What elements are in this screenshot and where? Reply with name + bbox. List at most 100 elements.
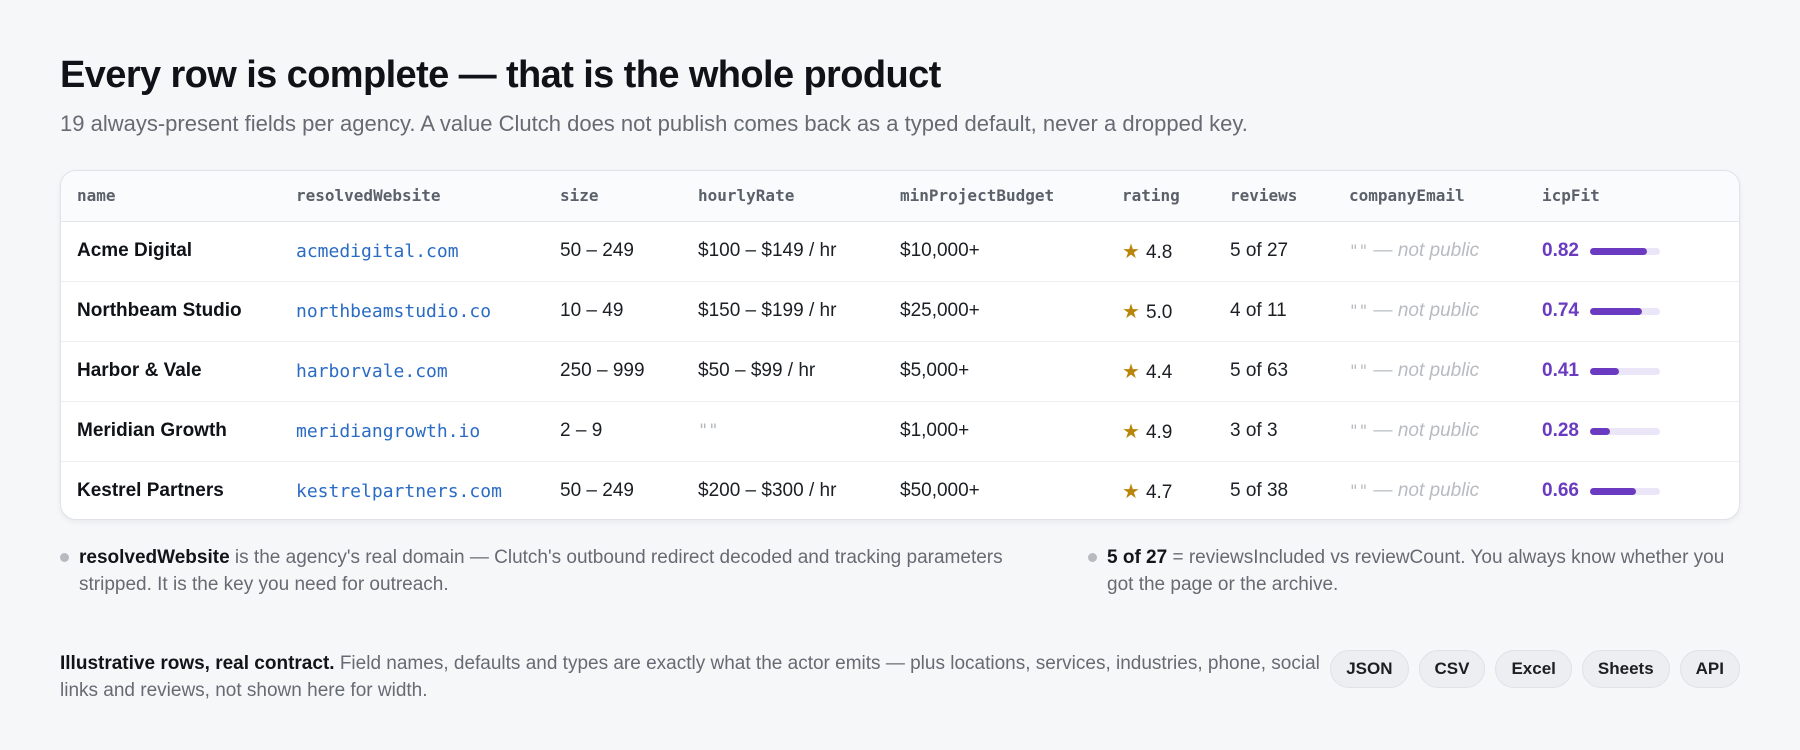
- empty-string-value: "": [1349, 301, 1369, 320]
- not-public-note: — not public: [1373, 360, 1480, 381]
- agency-table: name resolvedWebsite size hourlyRate min…: [61, 171, 1739, 519]
- format-chip-sheets[interactable]: Sheets: [1581, 650, 1670, 688]
- website-link[interactable]: harborvale.com: [280, 340, 544, 401]
- rating-cell: ★ 4.9: [1106, 400, 1214, 461]
- hourly-rate-cell: "": [682, 400, 884, 461]
- icp-fit-bar-fill: [1590, 367, 1619, 375]
- format-chip-csv[interactable]: CSV: [1418, 650, 1486, 688]
- icp-fit-bar-fill: [1590, 487, 1637, 495]
- company-email-cell: "" — not public: [1333, 460, 1526, 519]
- icp-fit-cell: 0.41: [1526, 340, 1739, 401]
- format-chip-api[interactable]: API: [1679, 650, 1740, 688]
- agency-name: Kestrel Partners: [61, 460, 280, 519]
- icp-fit-bar-fill: [1590, 427, 1610, 435]
- column-header-rating[interactable]: rating: [1106, 171, 1214, 222]
- note-term: 5 of 27: [1107, 547, 1168, 568]
- icp-fit-cell: 0.28: [1526, 400, 1739, 461]
- column-header-size[interactable]: size: [544, 171, 682, 222]
- rating-cell: ★ 5.0: [1106, 280, 1214, 341]
- size-cell: 2 – 9: [544, 400, 682, 461]
- column-header-company-email[interactable]: companyEmail: [1333, 171, 1526, 222]
- company-email-cell: "" — not public: [1333, 400, 1526, 461]
- website-link[interactable]: meridiangrowth.io: [280, 400, 544, 461]
- bullet-dot-icon: [60, 553, 69, 562]
- rating-value: 4.7: [1145, 481, 1173, 503]
- table-row[interactable]: Kestrel Partners kestrelpartners.com 50 …: [61, 460, 1739, 519]
- min-budget-cell: $50,000+: [884, 460, 1106, 519]
- hourly-rate-cell: $100 – $149 / hr: [698, 240, 837, 261]
- hourly-rate-cell: $150 – $199 / hr: [682, 280, 884, 341]
- page-title: Every row is complete — that is the whol…: [60, 54, 941, 96]
- column-header-icp-fit[interactable]: icpFit: [1526, 171, 1739, 222]
- column-header-hourly-rate[interactable]: hourlyRate: [682, 171, 884, 222]
- size-cell: 50 – 249: [560, 240, 634, 261]
- footer: Illustrative rows, real contract. Field …: [60, 650, 1740, 704]
- icp-fit-value: 0.28: [1542, 420, 1579, 441]
- note-text: resolvedWebsite is the agency's real dom…: [79, 544, 1050, 598]
- note-text: 5 of 27 = reviewsIncluded vs reviewCount…: [1107, 544, 1740, 598]
- rating-value: 4.9: [1145, 421, 1173, 443]
- hourly-rate-cell: $200 – $300 / hr: [682, 460, 884, 519]
- size-cell: 10 – 49: [544, 280, 682, 341]
- not-public-note: — not public: [1373, 480, 1480, 502]
- column-header-resolved-website[interactable]: resolvedWebsite: [280, 171, 544, 222]
- column-header-reviews[interactable]: reviews: [1214, 171, 1333, 222]
- icp-fit-bar-fill: [1590, 307, 1642, 315]
- empty-string-value: "": [1349, 361, 1369, 380]
- not-public-note: — not public: [1373, 420, 1480, 441]
- icp-fit-cell: 0.66: [1526, 460, 1739, 519]
- footer-text: Illustrative rows, real contract. Field …: [60, 650, 1320, 704]
- note-description: is the agency's real domain — Clutch's o…: [79, 547, 1003, 595]
- table-row[interactable]: Acme Digital acmedigital.com 50 – 249 $1…: [61, 221, 1739, 281]
- format-chip-json[interactable]: JSON: [1330, 650, 1409, 688]
- icp-fit-bar: [1590, 427, 1660, 435]
- note-description: = reviewsIncluded vs reviewCount. You al…: [1107, 547, 1725, 595]
- column-header-min-project-budget[interactable]: minProjectBudget: [884, 171, 1106, 222]
- website-link[interactable]: acmedigital.com: [296, 240, 459, 262]
- rating-value: 5.0: [1145, 301, 1173, 323]
- empty-string-value: "": [1349, 421, 1369, 440]
- company-email-cell: "" — not public: [1333, 340, 1526, 401]
- icp-fit-bar: [1590, 487, 1660, 495]
- hourly-rate-cell: $50 – $99 / hr: [682, 340, 884, 401]
- not-public-note: — not public: [1373, 300, 1480, 321]
- website-link[interactable]: kestrelpartners.com: [280, 460, 544, 519]
- reviews-cell: 5 of 27: [1230, 240, 1289, 261]
- bullet-dot-icon: [1088, 553, 1097, 562]
- icp-fit-value: 0.41: [1542, 360, 1579, 381]
- format-chip-excel[interactable]: Excel: [1495, 650, 1572, 688]
- size-cell: 50 – 249: [544, 460, 682, 519]
- not-public-note: — not public: [1373, 240, 1480, 261]
- rating-value: 4.8: [1145, 241, 1173, 263]
- min-budget-cell: $1,000+: [884, 400, 1106, 461]
- reviews-cell: 5 of 63: [1214, 340, 1333, 401]
- min-budget-cell: $10,000+: [900, 240, 980, 261]
- rating-cell: ★ 4.7: [1106, 460, 1214, 519]
- reviews-cell: 3 of 3: [1214, 400, 1333, 461]
- rating-cell: ★ 4.4: [1106, 340, 1214, 401]
- website-link[interactable]: northbeamstudio.co: [280, 280, 544, 341]
- company-email-cell: "" — not public: [1333, 221, 1526, 281]
- icp-fit-bar: [1590, 307, 1660, 315]
- min-budget-cell: $5,000+: [884, 340, 1106, 401]
- icp-fit-cell: 0.82: [1526, 221, 1739, 281]
- table-row[interactable]: Meridian Growth meridiangrowth.io 2 – 9 …: [61, 400, 1739, 461]
- empty-string-value: "": [1349, 481, 1369, 501]
- company-email-cell: "" — not public: [1333, 280, 1526, 341]
- star-icon: ★: [1122, 300, 1140, 323]
- icp-fit-cell: 0.74: [1526, 280, 1739, 341]
- rating-cell: ★ 4.8: [1106, 221, 1214, 281]
- agency-name: Northbeam Studio: [61, 280, 280, 341]
- icp-fit-bar: [1590, 367, 1660, 375]
- size-cell: 250 – 999: [544, 340, 682, 401]
- icp-fit-bar-fill: [1590, 247, 1648, 255]
- column-header-name[interactable]: name: [61, 171, 280, 222]
- agency-name: Meridian Growth: [61, 400, 280, 461]
- table-row[interactable]: Harbor & Vale harborvale.com 250 – 999 $…: [61, 340, 1739, 401]
- min-budget-cell: $25,000+: [884, 280, 1106, 341]
- icp-fit-value: 0.66: [1542, 480, 1579, 502]
- page-subtitle: 19 always-present fields per agency. A v…: [60, 111, 1248, 136]
- data-table-card: name resolvedWebsite size hourlyRate min…: [60, 170, 1740, 520]
- footer-description: Field names, defaults and types are exac…: [60, 653, 1320, 701]
- table-row[interactable]: Northbeam Studio northbeamstudio.co 10 –…: [61, 280, 1739, 341]
